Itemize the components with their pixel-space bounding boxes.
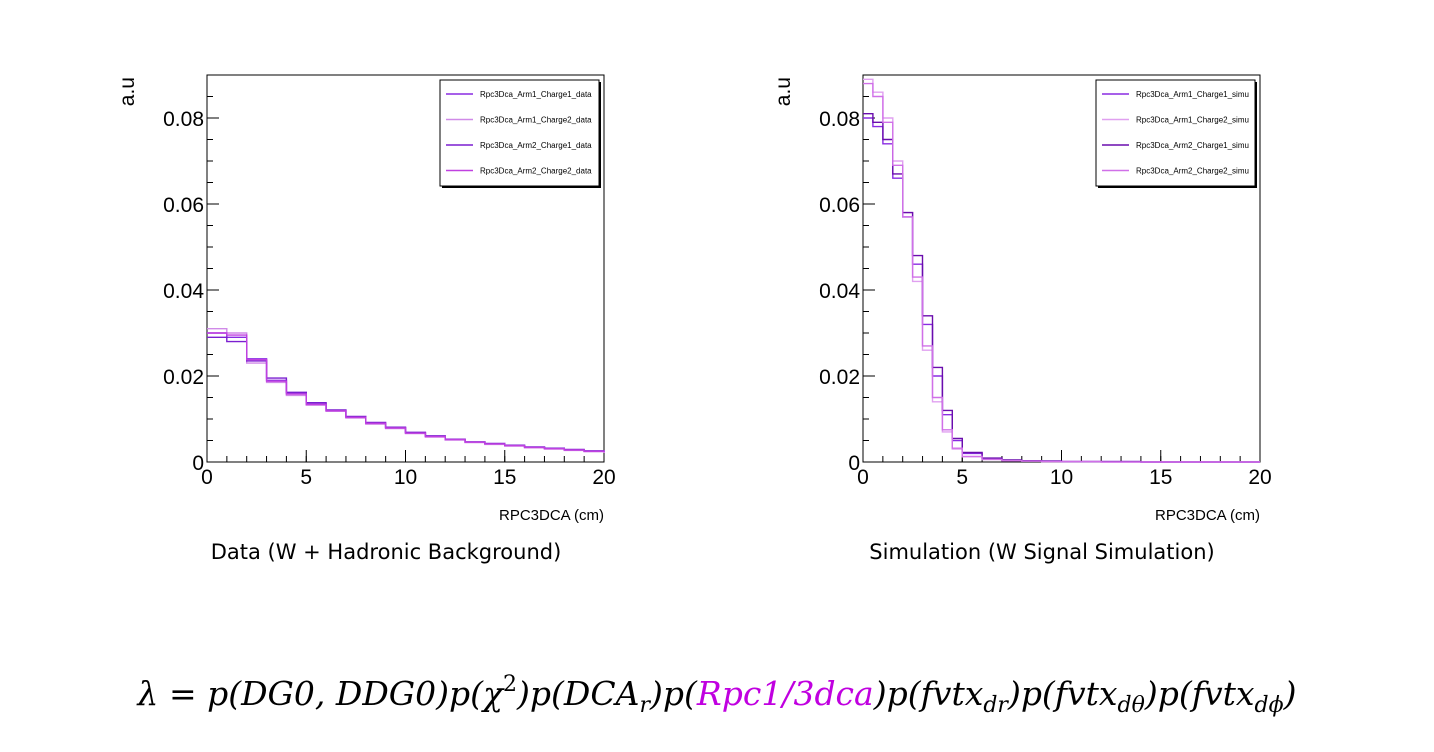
left-xtick-label: 5 bbox=[300, 466, 312, 489]
formula-lambda: λ bbox=[137, 674, 159, 713]
right-x-axis-label: RPC3DCA (cm) bbox=[1155, 507, 1260, 524]
right-ytick-label: 0.02 bbox=[819, 366, 860, 389]
left-legend-label-1: Rpc3Dca_Arm1_Charge1_data bbox=[480, 90, 592, 99]
right-xtick-label: 20 bbox=[1248, 466, 1271, 489]
right-xtick-label: 15 bbox=[1149, 466, 1172, 489]
right-series-line-4 bbox=[863, 82, 1260, 463]
right-legend-label-4: Rpc3Dca_Arm2_Charge2_simu bbox=[1136, 167, 1249, 176]
left-chart-caption: Data (W + Hadronic Background) bbox=[210, 540, 562, 564]
left-legend-label-3: Rpc3Dca_Arm2_Charge1_data bbox=[480, 141, 592, 150]
right-legend-label-3: Rpc3Dca_Arm2_Charge1_simu bbox=[1136, 141, 1249, 150]
left-ytick-label: 0.04 bbox=[163, 280, 204, 303]
left-series-line-1 bbox=[207, 332, 605, 453]
formula-term-chi2: p(χ2) bbox=[449, 672, 530, 713]
right-ytick-label: 0.08 bbox=[819, 108, 860, 131]
right-xtick-label: 0 bbox=[857, 466, 869, 489]
right-ytick-label: 0.06 bbox=[819, 194, 860, 217]
left-ytick-label: 0.06 bbox=[163, 194, 204, 217]
formula-term-fvtx-dphi: p(fvtxdϕ) bbox=[1157, 674, 1297, 718]
left-ytick-label: 0.08 bbox=[163, 108, 204, 131]
formula-equals: = bbox=[158, 674, 208, 713]
right-legend-label-2: Rpc3Dca_Arm1_Charge2_simu bbox=[1136, 116, 1249, 125]
left-y-axis-label: a.u bbox=[116, 77, 139, 106]
likelihood-formula: λ = p(DG0, DDG0)p(χ2)p(DCAr)p(Rpc1/3dca)… bbox=[0, 672, 1434, 718]
right-legend bbox=[1095, 79, 1256, 187]
right-ytick-label: 0 bbox=[848, 452, 860, 475]
formula-term-dca: p(DCAr) bbox=[529, 674, 663, 718]
left-legend-label-2: Rpc3Dca_Arm1_Charge2_data bbox=[480, 116, 592, 125]
left-xtick-label: 0 bbox=[201, 466, 213, 489]
left-legend bbox=[439, 79, 600, 187]
left-xtick-label: 15 bbox=[493, 466, 516, 489]
left-series-line-2 bbox=[207, 328, 605, 453]
left-xtick-label: 10 bbox=[394, 466, 417, 489]
right-y-axis-label: a.u bbox=[772, 77, 795, 106]
left-series-line-4 bbox=[207, 332, 605, 453]
formula-term-dg0: p(DG0, DDG0) bbox=[207, 674, 450, 713]
left-x-axis-label: RPC3DCA (cm) bbox=[499, 507, 604, 524]
right-ytick-label: 0.04 bbox=[819, 280, 860, 303]
formula-term-rpc: p(Rpc1/3dca) bbox=[662, 674, 887, 713]
left-ytick-label: 0 bbox=[192, 452, 204, 475]
left-ytick-label: 0.02 bbox=[163, 366, 204, 389]
left-series-line-3 bbox=[207, 336, 605, 453]
formula-highlight-rpc: Rpc1/3dca bbox=[696, 674, 874, 713]
formula-term-fvtx-dr: p(fvtxdr) bbox=[886, 674, 1021, 718]
right-legend-label-1: Rpc3Dca_Arm1_Charge1_simu bbox=[1136, 90, 1249, 99]
right-chart-caption: Simulation (W Signal Simulation) bbox=[869, 540, 1215, 564]
formula-term-fvtx-dtheta: p(fvtxdθ) bbox=[1020, 674, 1158, 718]
right-xtick-label: 5 bbox=[956, 466, 968, 489]
right-xtick-label: 10 bbox=[1050, 466, 1073, 489]
left-legend-label-4: Rpc3Dca_Arm2_Charge2_data bbox=[480, 167, 592, 176]
left-xtick-label: 20 bbox=[592, 466, 615, 489]
